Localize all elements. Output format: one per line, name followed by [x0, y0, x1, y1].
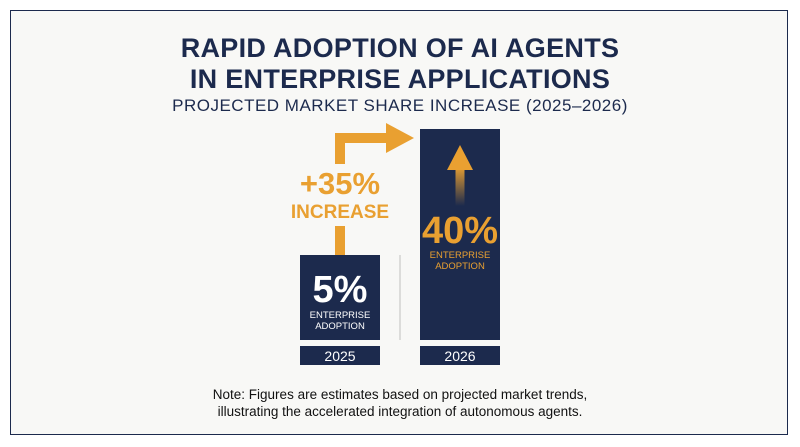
value-label-2025: 5%	[313, 269, 368, 311]
annotation-value: +35%	[300, 166, 380, 201]
chart-title-line-1: RAPID ADOPTION OF AI AGENTS	[180, 33, 620, 63]
annotation-text: INCREASE	[291, 202, 389, 223]
category-label-2025: 2025	[324, 348, 355, 364]
sublabel-2026-line-1: ENTERPRISE	[430, 250, 491, 261]
chart-frame	[10, 10, 788, 435]
footnote-line-1: Note: Figures are estimates based on pro…	[212, 387, 588, 402]
increase-arrow-head	[386, 123, 414, 153]
sublabel-2025-line-1: ENTERPRISE	[310, 310, 371, 321]
sublabel-2025-line-2: ADOPTION	[315, 321, 365, 332]
chart-title-line-2: IN ENTERPRISE APPLICATIONS	[189, 64, 611, 94]
category-box-2025	[300, 346, 380, 365]
category-label-2026: 2026	[444, 348, 475, 364]
annotation-backing	[296, 164, 386, 226]
up-arrow-icon	[447, 145, 473, 170]
chart-subtitle: PROJECTED MARKET SHARE INCREASE (2025–20…	[172, 96, 628, 115]
category-box-2026	[420, 346, 500, 365]
up-arrow-shaft	[455, 166, 465, 206]
sublabel-2026-line-2: ADOPTION	[435, 261, 485, 272]
footnote-line-2: illustrating the accelerated integration…	[217, 404, 583, 419]
bar-2025	[300, 255, 380, 340]
value-label-2026: 40%	[422, 210, 498, 252]
